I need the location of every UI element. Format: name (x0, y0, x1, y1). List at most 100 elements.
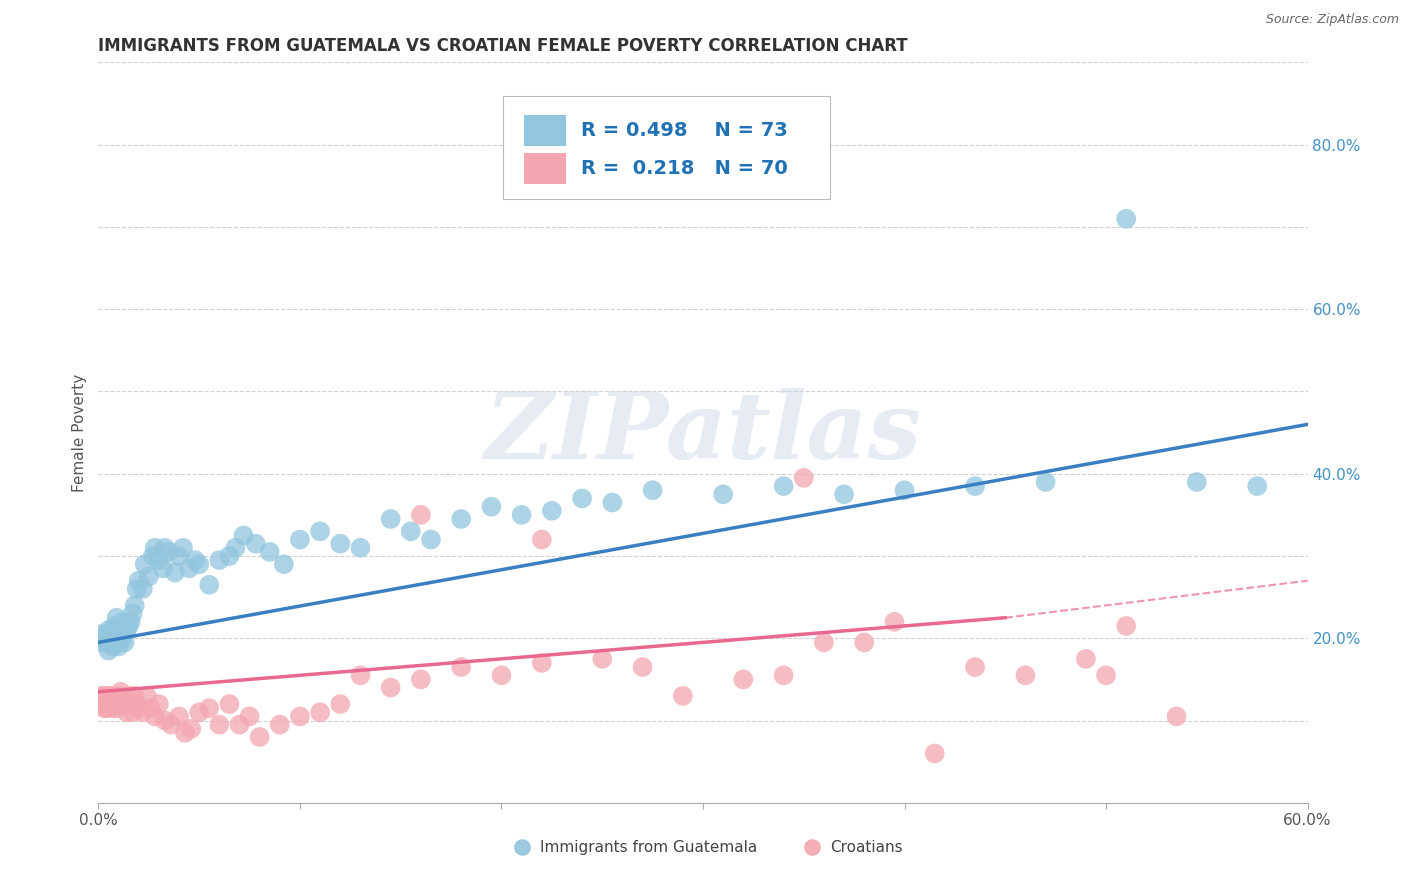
Point (101, 697, 124, 711)
Point (380, 681, 402, 695)
Point (103, 635, 125, 649)
Point (174, 726, 197, 740)
Point (793, 471, 815, 485)
Point (118, 689, 141, 703)
Point (883, 615, 905, 629)
Point (103, 619, 125, 633)
Point (249, 730, 271, 744)
Point (128, 701, 150, 715)
Point (1115, 211, 1137, 226)
Text: Source: ZipAtlas.com: Source: ZipAtlas.com (1265, 13, 1399, 27)
Y-axis label: Female Poverty: Female Poverty (72, 374, 87, 491)
Point (111, 693, 134, 707)
Text: Immigrants from Guatemala: Immigrants from Guatemala (540, 839, 756, 855)
Point (148, 697, 170, 711)
Point (188, 706, 211, 720)
Point (1166, 709, 1188, 723)
Point (160, 717, 183, 731)
Point (329, 697, 352, 711)
Point (1035, 475, 1057, 489)
Point (121, 706, 143, 720)
Point (309, 524, 332, 539)
Point (120, 697, 142, 711)
Point (1277, 845, 1299, 859)
Text: ZIPatlas: ZIPatlas (485, 388, 921, 477)
Point (115, 623, 138, 637)
Point (965, 479, 987, 493)
Point (1014, 668, 1036, 682)
Point (273, 558, 295, 572)
Point (93, 701, 115, 715)
Point (711, 487, 734, 501)
Point (530, 656, 553, 670)
Point (143, 709, 166, 723)
Point (259, 545, 281, 559)
Text: Croatians: Croatians (830, 839, 903, 855)
Point (245, 536, 267, 550)
Point (153, 714, 176, 728)
Point (772, 479, 794, 493)
Point (100, 689, 122, 703)
Point (481, 500, 503, 514)
Point (188, 558, 211, 572)
Point (329, 536, 352, 550)
Point (89, 689, 111, 703)
Point (510, 508, 533, 522)
Point (107, 697, 129, 711)
Point (110, 627, 132, 641)
Point (132, 706, 155, 720)
Point (111, 615, 134, 629)
Point (132, 582, 155, 596)
Point (571, 491, 593, 506)
Point (1074, 652, 1097, 666)
Point (349, 668, 371, 682)
Point (93, 632, 115, 646)
Point (157, 545, 180, 559)
Point (179, 561, 201, 575)
Point (124, 599, 146, 613)
Point (114, 697, 136, 711)
Point (153, 541, 176, 555)
Point (114, 635, 136, 649)
Point (309, 706, 332, 720)
Point (96, 635, 118, 649)
Point (399, 524, 422, 539)
Point (239, 709, 262, 723)
Point (832, 487, 855, 501)
Point (269, 717, 291, 731)
Point (167, 709, 190, 723)
Point (1185, 475, 1208, 489)
Point (228, 717, 250, 731)
Point (450, 512, 472, 526)
Point (97, 643, 120, 657)
Point (120, 615, 142, 629)
Point (733, 673, 755, 687)
Point (924, 747, 946, 761)
Point (91, 697, 114, 711)
Point (110, 685, 132, 699)
Point (409, 673, 432, 687)
Point (143, 541, 166, 555)
Point (93, 689, 115, 703)
Point (540, 504, 562, 518)
Point (107, 640, 129, 654)
Point (125, 582, 148, 596)
Point (198, 578, 221, 592)
Point (96, 693, 118, 707)
Point (115, 706, 138, 720)
Point (1246, 479, 1268, 493)
Point (134, 558, 156, 572)
Point (100, 635, 122, 649)
Point (1095, 668, 1118, 682)
Point (101, 640, 124, 654)
Point (163, 566, 186, 580)
Point (172, 541, 194, 555)
Point (96, 701, 118, 715)
Text: R = 0.498    N = 73: R = 0.498 N = 73 (581, 120, 787, 140)
Point (167, 549, 190, 563)
Point (121, 607, 143, 621)
Point (89, 627, 111, 641)
Point (208, 553, 231, 567)
Point (107, 689, 129, 703)
Point (409, 508, 432, 522)
